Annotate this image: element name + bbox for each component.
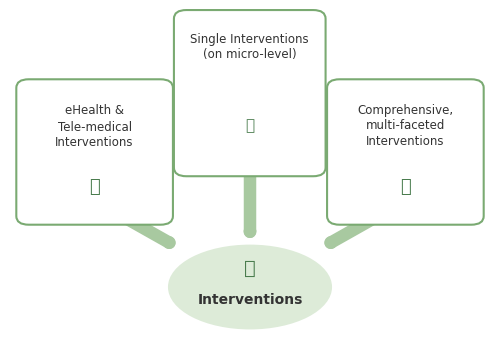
Text: Interventions: Interventions — [56, 136, 134, 149]
Text: 🌿: 🌿 — [400, 178, 411, 196]
FancyBboxPatch shape — [327, 79, 484, 225]
Text: 💧: 💧 — [244, 259, 256, 277]
Text: 🖥: 🖥 — [89, 178, 100, 196]
FancyBboxPatch shape — [174, 10, 326, 176]
Text: Interventions: Interventions — [198, 293, 302, 307]
Ellipse shape — [168, 245, 332, 329]
FancyBboxPatch shape — [16, 79, 173, 225]
Text: (on micro-level): (on micro-level) — [203, 48, 296, 61]
Text: Interventions: Interventions — [366, 135, 444, 148]
Text: Tele-medical: Tele-medical — [58, 121, 132, 134]
Text: multi-faceted: multi-faceted — [366, 119, 445, 132]
Text: 📋: 📋 — [245, 119, 254, 134]
Text: Single Interventions: Single Interventions — [190, 32, 309, 46]
Text: eHealth &: eHealth & — [65, 104, 124, 117]
Text: Comprehensive,: Comprehensive, — [358, 104, 454, 117]
